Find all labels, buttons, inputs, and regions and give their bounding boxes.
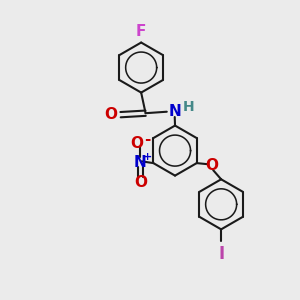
Text: F: F <box>136 24 146 39</box>
Text: +: + <box>143 152 152 162</box>
Text: N: N <box>169 104 181 119</box>
Text: H: H <box>183 100 195 114</box>
Text: O: O <box>104 107 117 122</box>
Text: N: N <box>134 155 147 170</box>
Text: O: O <box>130 136 143 151</box>
Text: -: - <box>145 132 151 147</box>
Text: O: O <box>134 175 147 190</box>
Text: O: O <box>205 158 218 173</box>
Text: I: I <box>218 245 224 263</box>
